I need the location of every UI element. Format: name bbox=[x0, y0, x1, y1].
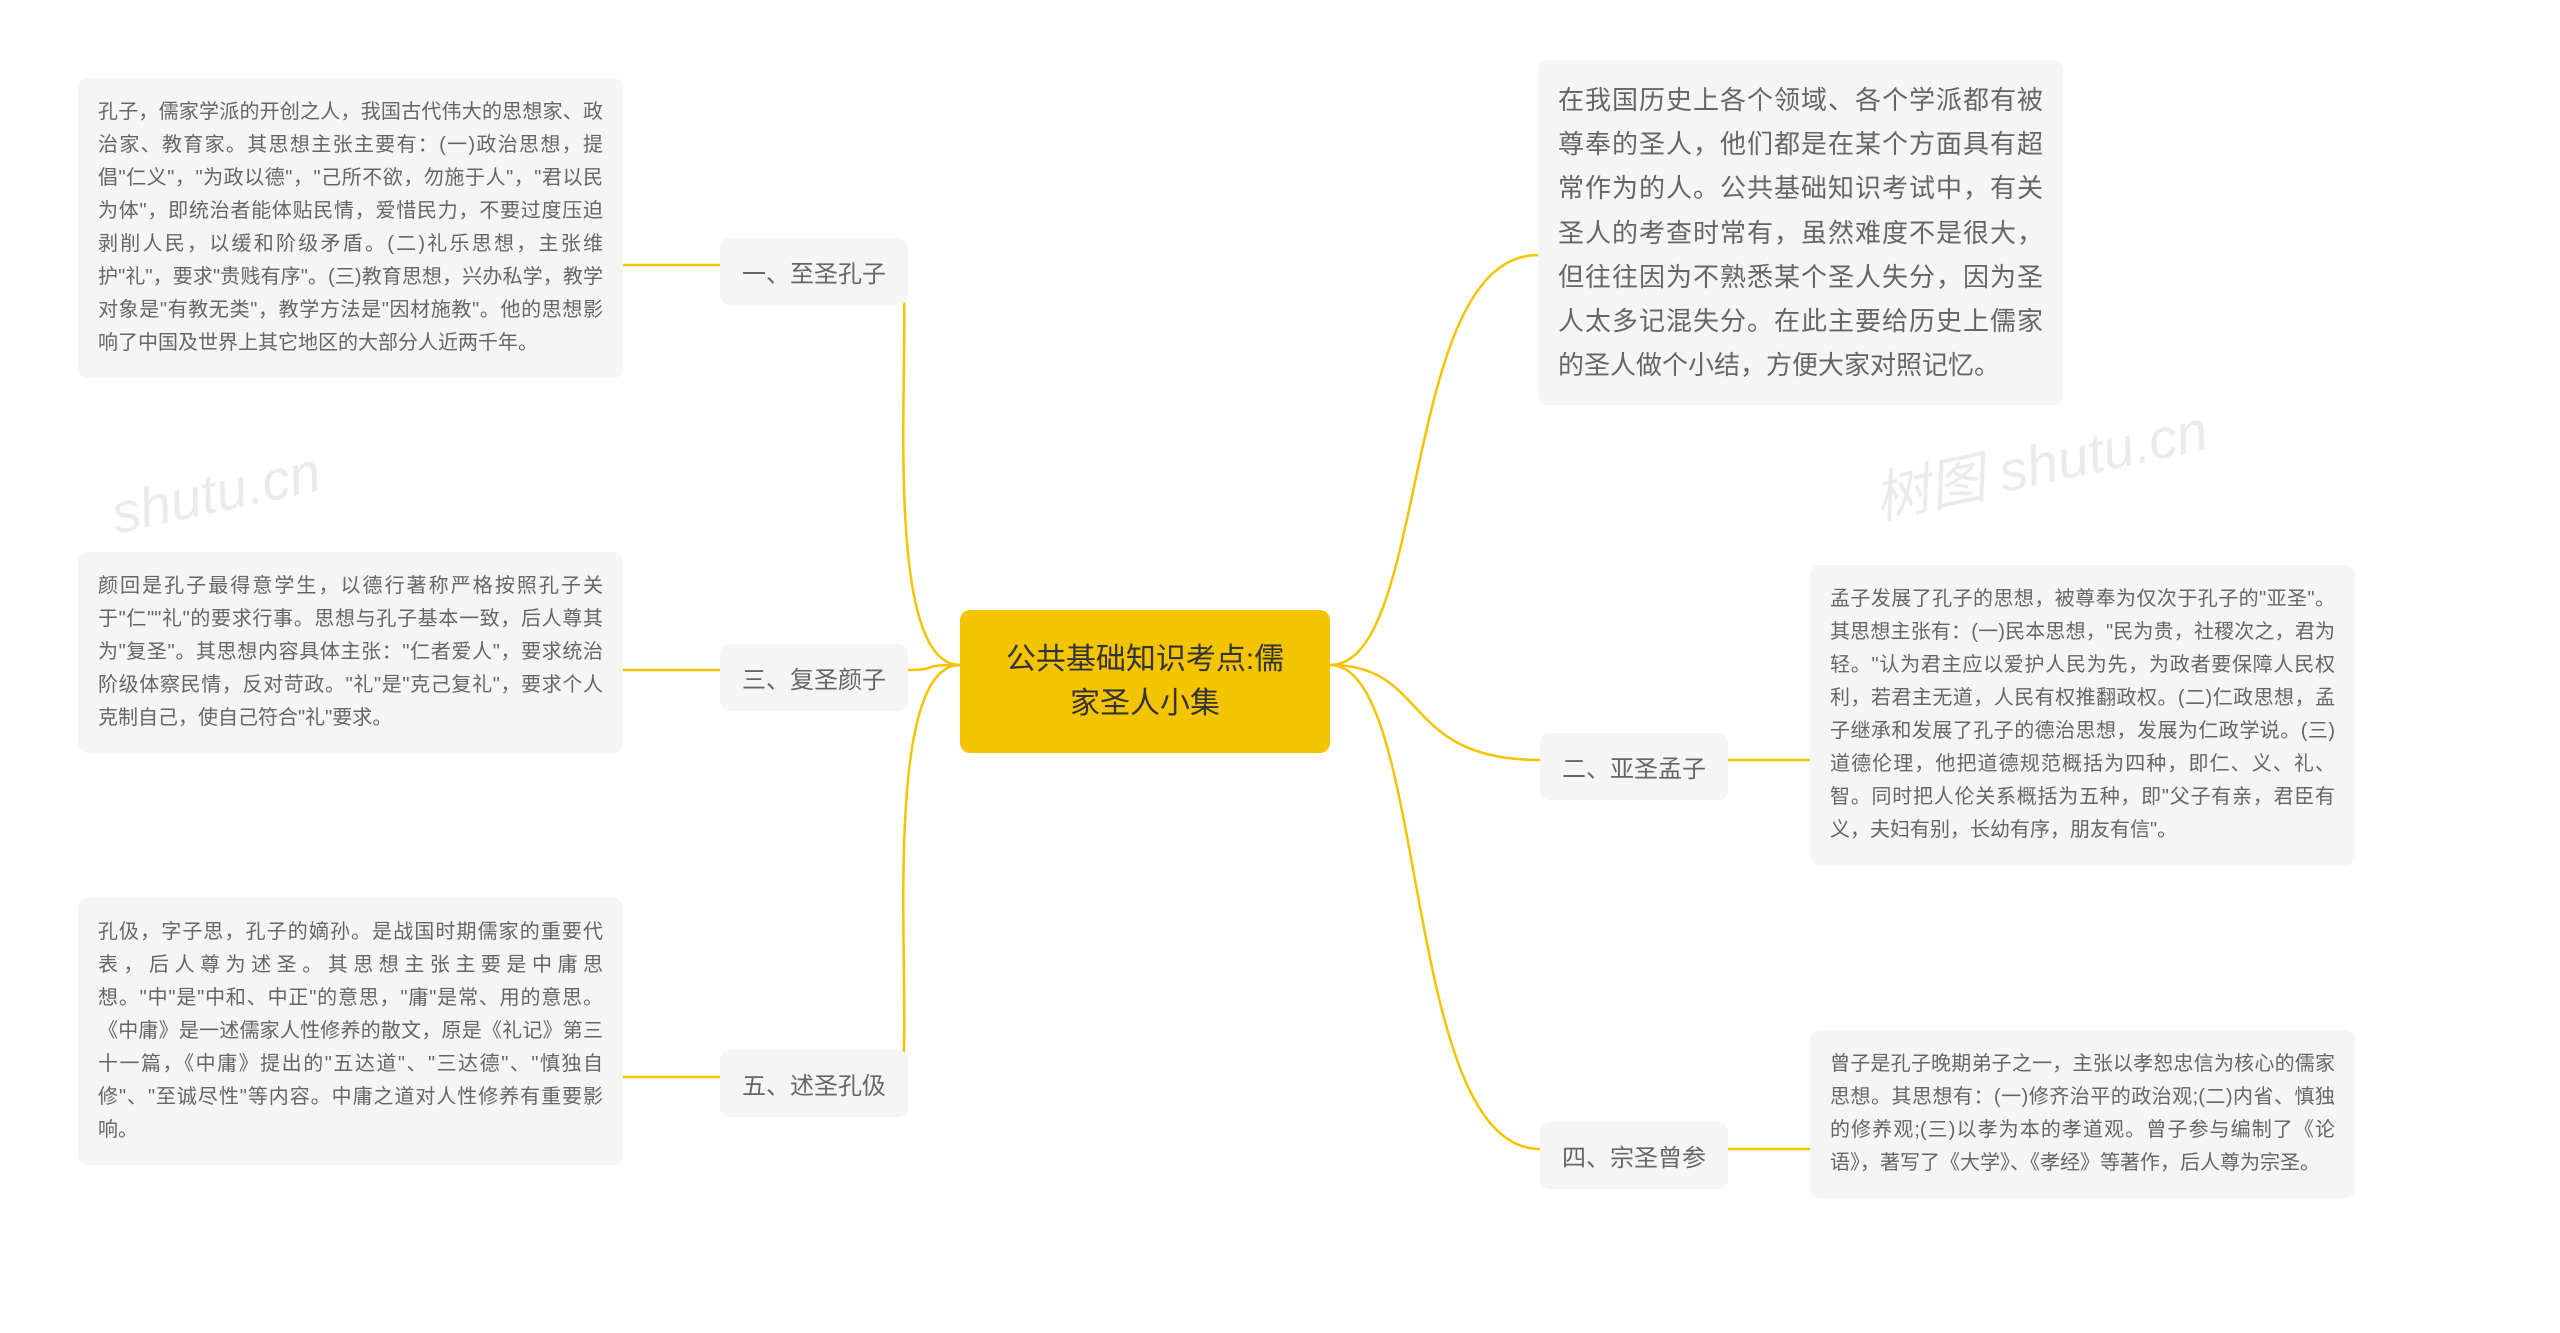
mindmap-canvas: shutu.cn 树图 shutu.cn 公共基础知识考点:儒家圣人小集 在我国… bbox=[0, 0, 2560, 1333]
conn-center-b2 bbox=[1330, 665, 1540, 760]
branch-three[interactable]: 三、复圣颜子 bbox=[720, 644, 908, 711]
branch-five[interactable]: 五、述圣孔伋 bbox=[720, 1050, 908, 1117]
intro-node[interactable]: 在我国历史上各个领域、各个学派都有被尊奉的圣人，他们都是在某个方面具有超常作为的… bbox=[1538, 60, 2063, 405]
leaf-five[interactable]: 孔伋，字子思，孔子的嫡孙。是战国时期儒家的重要代表，后人尊为述圣。其思想主张主要… bbox=[78, 898, 623, 1165]
branch-four[interactable]: 四、宗圣曾参 bbox=[1540, 1122, 1728, 1189]
conn-center-b1 bbox=[898, 265, 960, 665]
leaf-three[interactable]: 颜回是孔子最得意学生，以德行著称严格按照孔子关于"仁""礼"的要求行事。思想与孔… bbox=[78, 552, 623, 753]
branch-two[interactable]: 二、亚圣孟子 bbox=[1540, 733, 1728, 800]
watermark-2: 树图 shutu.cn bbox=[1865, 386, 2214, 536]
leaf-four[interactable]: 曾子是孔子晚期弟子之一，主张以孝恕忠信为核心的儒家思想。其思想有：(一)修齐治平… bbox=[1810, 1030, 2355, 1198]
conn-center-intro bbox=[1330, 255, 1538, 665]
branch-one[interactable]: 一、至圣孔子 bbox=[720, 238, 908, 305]
watermark-1: shutu.cn bbox=[106, 439, 327, 547]
leaf-two[interactable]: 孟子发展了孔子的思想，被尊奉为仅次于孔子的"亚圣"。其思想主张有：(一)民本思想… bbox=[1810, 565, 2355, 865]
center-node[interactable]: 公共基础知识考点:儒家圣人小集 bbox=[960, 610, 1330, 753]
conn-center-b4 bbox=[1330, 665, 1540, 1149]
leaf-one[interactable]: 孔子，儒家学派的开创之人，我国古代伟大的思想家、政治家、教育家。其思想主张主要有… bbox=[78, 78, 623, 378]
conn-center-b5 bbox=[898, 665, 960, 1077]
